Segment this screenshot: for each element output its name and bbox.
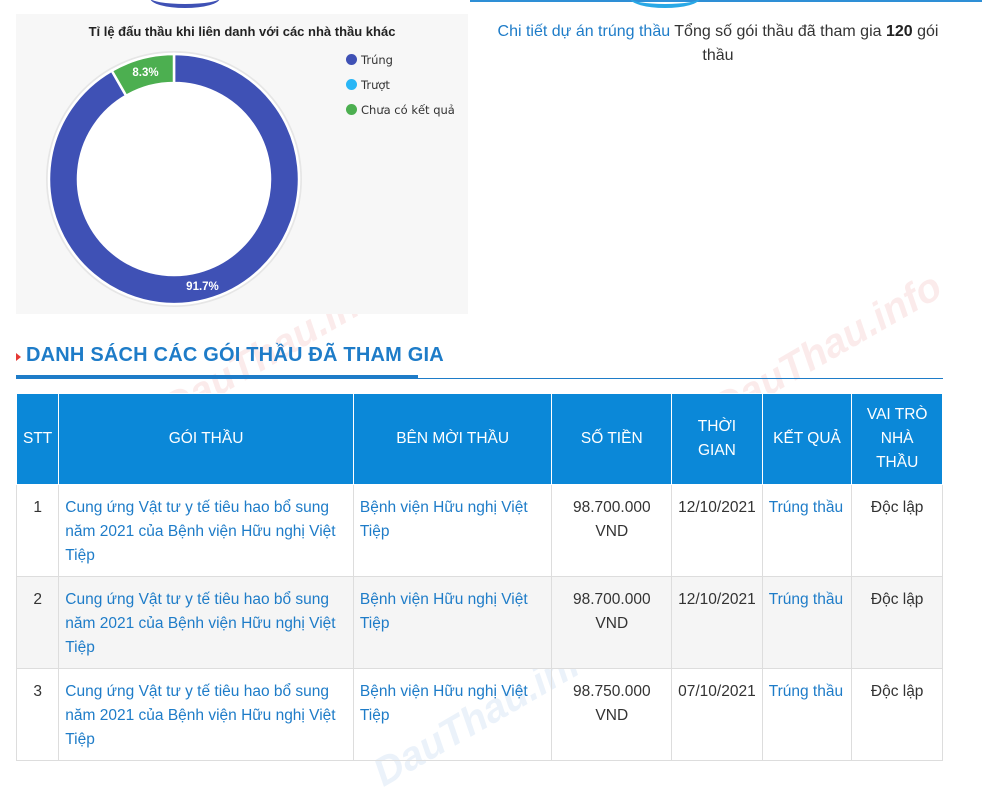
- cell-package: Cung ứng Vật tư y tế tiêu hao bổ sung nă…: [58, 484, 354, 577]
- inviter-link[interactable]: Bệnh viện Hữu nghị Việt Tiệp: [359, 683, 528, 724]
- section-heading: DANH SÁCH CÁC GÓI THẦU ĐÃ THAM GIA: [16, 340, 943, 379]
- bullet-arrow-icon: [16, 353, 21, 361]
- cell-time: 12/10/2021: [671, 484, 763, 577]
- table-header-row: STT GÓI THẦU BÊN MỜI THẦU SỐ TIỀN THỜI G…: [15, 393, 943, 485]
- legend-dot-icon: [346, 79, 357, 90]
- cell-amount: 98.700.000 VND: [551, 576, 673, 669]
- header-role: VAI TRÒ NHÀ THẦU: [851, 393, 943, 485]
- cell-stt: 1: [15, 484, 60, 577]
- slice-label: 91.7%: [186, 281, 219, 293]
- cell-amount: 98.700.000 VND: [551, 484, 673, 577]
- cell-role: Độc lập: [851, 668, 943, 761]
- donut-slice-trúng[interactable]: [47, 52, 301, 306]
- header-time: THỜI GIAN: [671, 393, 763, 485]
- cell-stt: 2: [15, 576, 60, 669]
- result-link[interactable]: Trúng thầu: [768, 499, 844, 516]
- chart-arc-decoration: [630, 0, 700, 8]
- header-package: GÓI THẦU: [58, 393, 354, 485]
- chart-legend: Trúng Trượt Chưa có kết quả: [346, 47, 455, 122]
- donut-chart: 91.7% 8.3%: [46, 51, 302, 307]
- cell-package: Cung ứng Vật tư y tế tiêu hao bổ sung nă…: [58, 576, 354, 669]
- cell-inviter: Bệnh viện Hữu nghị Việt Tiệp: [352, 576, 553, 669]
- table-row: 1 Cung ứng Vật tư y tế tiêu hao bổ sung …: [15, 484, 943, 577]
- cell-result: Trúng thầu: [761, 668, 853, 761]
- cell-package: Cung ứng Vật tư y tế tiêu hao bổ sung nă…: [58, 668, 354, 761]
- header-stt: STT: [15, 393, 60, 485]
- result-link[interactable]: Trúng thầu: [768, 591, 844, 608]
- cell-role: Độc lập: [851, 484, 943, 577]
- summary-text: Chi tiết dự án trúng thầu Tổng số gói th…: [480, 20, 956, 68]
- cell-role: Độc lập: [851, 576, 943, 669]
- legend-label: Trúng: [361, 52, 393, 67]
- cell-inviter: Bệnh viện Hữu nghị Việt Tiệp: [352, 484, 553, 577]
- cell-inviter: Bệnh viện Hữu nghị Việt Tiệp: [352, 668, 553, 761]
- donut-chart-panel: Tỉ lệ đấu thầu khi liên danh với các nhà…: [16, 14, 468, 314]
- legend-label: Trượt: [361, 77, 390, 92]
- package-link[interactable]: Cung ứng Vật tư y tế tiêu hao bổ sung nă…: [65, 499, 336, 564]
- cell-time: 12/10/2021: [671, 576, 763, 669]
- legend-dot-icon: [346, 54, 357, 65]
- cell-result: Trúng thầu: [761, 484, 853, 577]
- inviter-link[interactable]: Bệnh viện Hữu nghị Việt Tiệp: [359, 499, 528, 540]
- chart-arc-decoration: [150, 0, 220, 8]
- legend-label: Chưa có kết quả: [361, 102, 455, 117]
- result-link[interactable]: Trúng thầu: [768, 683, 844, 700]
- cell-amount: 98.750.000 VND: [551, 668, 673, 761]
- table-row: 3 Cung ứng Vật tư y tế tiêu hao bổ sung …: [15, 668, 943, 761]
- legend-dot-icon: [346, 104, 357, 115]
- table-row: 2 Cung ứng Vật tư y tế tiêu hao bổ sung …: [15, 576, 943, 669]
- summary-label: Tổng số gói thầu đã tham gia: [674, 23, 882, 40]
- summary-total: 120: [885, 23, 913, 40]
- section-title: DANH SÁCH CÁC GÓI THẦU ĐÃ THAM GIA: [26, 344, 444, 366]
- legend-item[interactable]: Trượt: [346, 72, 455, 97]
- inviter-link[interactable]: Bệnh viện Hữu nghị Việt Tiệp: [359, 591, 528, 632]
- header-amount: SỐ TIỀN: [551, 393, 673, 485]
- legend-item[interactable]: Chưa có kết quả: [346, 97, 455, 122]
- slice-label: 8.3%: [132, 67, 158, 79]
- chart-title: Tỉ lệ đấu thầu khi liên danh với các nhà…: [88, 24, 396, 39]
- donut-outer-ring: [46, 51, 302, 307]
- cell-time: 07/10/2021: [671, 668, 763, 761]
- legend-item[interactable]: Trúng: [346, 47, 455, 72]
- header-inviter: BÊN MỜI THẦU: [352, 393, 553, 485]
- header-result: KẾT QUẢ: [761, 393, 853, 485]
- package-link[interactable]: Cung ứng Vật tư y tế tiêu hao bổ sung nă…: [65, 591, 336, 656]
- summary-unit: gói thầu: [702, 23, 939, 64]
- section-underline: [16, 375, 418, 379]
- package-link[interactable]: Cung ứng Vật tư y tế tiêu hao bổ sung nă…: [65, 683, 336, 748]
- top-divider: [470, 0, 982, 2]
- cell-stt: 3: [15, 668, 60, 761]
- won-projects-link[interactable]: Chi tiết dự án trúng thầu: [497, 23, 671, 40]
- bid-packages-table: STT GÓI THẦU BÊN MỜI THẦU SỐ TIỀN THỜI G…: [15, 393, 943, 761]
- donut-slice-chưa-có-kết-quả[interactable]: [110, 52, 176, 98]
- cell-result: Trúng thầu: [761, 576, 853, 669]
